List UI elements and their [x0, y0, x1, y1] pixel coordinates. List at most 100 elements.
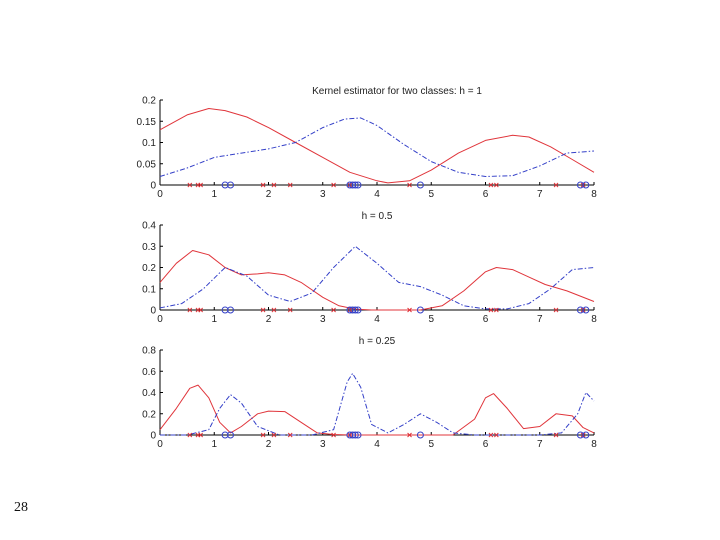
sample-marker-o [416, 306, 424, 314]
sample-marker-x [260, 307, 266, 313]
x-tick-label: 3 [320, 439, 326, 450]
series-line-class-x [159, 384, 595, 436]
x-tick-label: 4 [374, 314, 380, 325]
y-tick-label: 0.05 [137, 159, 157, 170]
x-tick-label: 7 [537, 439, 543, 450]
sample-marker-x [331, 307, 336, 313]
sample-marker-o [582, 181, 590, 189]
x-tick-label: 5 [428, 189, 434, 200]
sample-marker-x [553, 182, 559, 188]
sample-marker-x [493, 182, 499, 188]
x-tick-label: 8 [591, 439, 597, 450]
sample-marker-o [346, 181, 354, 189]
y-tick-label: 0.6 [142, 367, 156, 378]
x-tick-label: 0 [157, 189, 163, 200]
sample-marker-o [349, 181, 357, 189]
sample-marker-x [271, 182, 277, 188]
x-tick-label: 5 [428, 314, 434, 325]
y-tick-label: 0.4 [142, 388, 156, 399]
sample-marker-o [576, 306, 584, 314]
series-line-class-o [160, 372, 595, 436]
sample-marker-o [354, 431, 362, 439]
x-tick-label: 8 [591, 189, 597, 200]
sample-marker-x [488, 182, 494, 188]
sample-marker-x [488, 432, 494, 438]
y-tick-label: 0.2 [142, 263, 156, 274]
sample-marker-x [331, 432, 336, 438]
x-tick-label: 1 [211, 189, 217, 200]
sample-marker-o [346, 431, 354, 439]
sample-marker-o [221, 306, 229, 314]
sample-marker-o [354, 181, 362, 189]
y-tick-label: 0.4 [142, 221, 156, 232]
series-line-class-x [159, 250, 595, 311]
slide-number: 28 [14, 500, 28, 515]
x-tick-label: 8 [591, 314, 597, 325]
x-tick-label: 0 [157, 314, 163, 325]
x-tick-label: 4 [374, 189, 380, 200]
sample-marker-x [331, 182, 336, 188]
sample-marker-o [582, 431, 590, 439]
y-tick-label: 0.8 [142, 346, 156, 357]
sample-marker-o [349, 306, 357, 314]
sample-marker-x [260, 432, 266, 438]
sample-marker-o [576, 431, 584, 439]
x-tick-label: 1 [211, 439, 217, 450]
x-tick-label: 5 [428, 439, 434, 450]
x-tick-label: 7 [537, 189, 543, 200]
sample-marker-x [271, 432, 277, 438]
series-line-class-x [159, 108, 595, 184]
sample-marker-x [493, 432, 499, 438]
y-tick-label: 0.3 [142, 242, 156, 253]
sample-marker-x [407, 432, 412, 438]
sample-marker-x [407, 307, 412, 313]
y-tick-label: 0.15 [137, 117, 157, 128]
sample-marker-x [553, 432, 559, 438]
sample-marker-x [287, 307, 293, 313]
x-tick-label: 2 [266, 314, 272, 325]
sample-marker-x [187, 182, 193, 188]
chart-title: h = 0.5 [362, 211, 393, 222]
sample-marker-x [287, 182, 293, 188]
sample-marker-x [488, 307, 494, 313]
x-tick-label: 2 [266, 439, 272, 450]
sample-marker-o [576, 181, 584, 189]
chart-title: h = 0.25 [359, 336, 396, 347]
y-tick-label: 0.1 [142, 284, 156, 295]
sample-marker-x [271, 307, 277, 313]
x-tick-label: 4 [374, 439, 380, 450]
y-tick-label: 0.2 [142, 96, 156, 107]
sample-marker-o [227, 431, 235, 439]
sample-marker-o [349, 431, 357, 439]
x-tick-label: 6 [483, 439, 489, 450]
chart-title: Kernel estimator for two classes: h = 1 [312, 86, 482, 97]
sample-marker-o [582, 306, 590, 314]
y-tick-label: 0 [150, 181, 156, 192]
sample-marker-x [198, 307, 204, 313]
sample-marker-x [493, 307, 499, 313]
x-tick-label: 6 [483, 314, 489, 325]
x-tick-label: 2 [266, 189, 272, 200]
sample-marker-o [416, 181, 424, 189]
sample-marker-o [221, 431, 229, 439]
sample-marker-x [287, 432, 293, 438]
sample-marker-o [354, 306, 362, 314]
chart-panel-2: h = 0.5 0 1 2 3 4 5 6 7 8 0 0.1 0.2 0.3 0.4 [142, 211, 597, 325]
sample-marker-o [351, 431, 359, 439]
x-tick-label: 7 [537, 314, 543, 325]
sample-marker-o [346, 306, 354, 314]
y-tick-label: 0.1 [142, 138, 156, 149]
sample-marker-o [351, 306, 359, 314]
chart-panel-3: h = 0.25 0 1 2 3 4 5 6 7 8 0 0.2 0.4 0.6 0.8 [142, 336, 597, 450]
sample-marker-x [407, 182, 412, 188]
x-tick-label: 1 [211, 314, 217, 325]
sample-marker-o [221, 181, 229, 189]
sample-marker-x [198, 182, 204, 188]
sample-marker-x [187, 307, 193, 313]
chart-panel-1: Kernel estimator for two classes: h = 1 0… [137, 86, 598, 200]
x-tick-label: 6 [483, 189, 489, 200]
x-tick-label: 3 [320, 189, 326, 200]
sample-marker-x [260, 182, 266, 188]
sample-marker-o [227, 306, 235, 314]
